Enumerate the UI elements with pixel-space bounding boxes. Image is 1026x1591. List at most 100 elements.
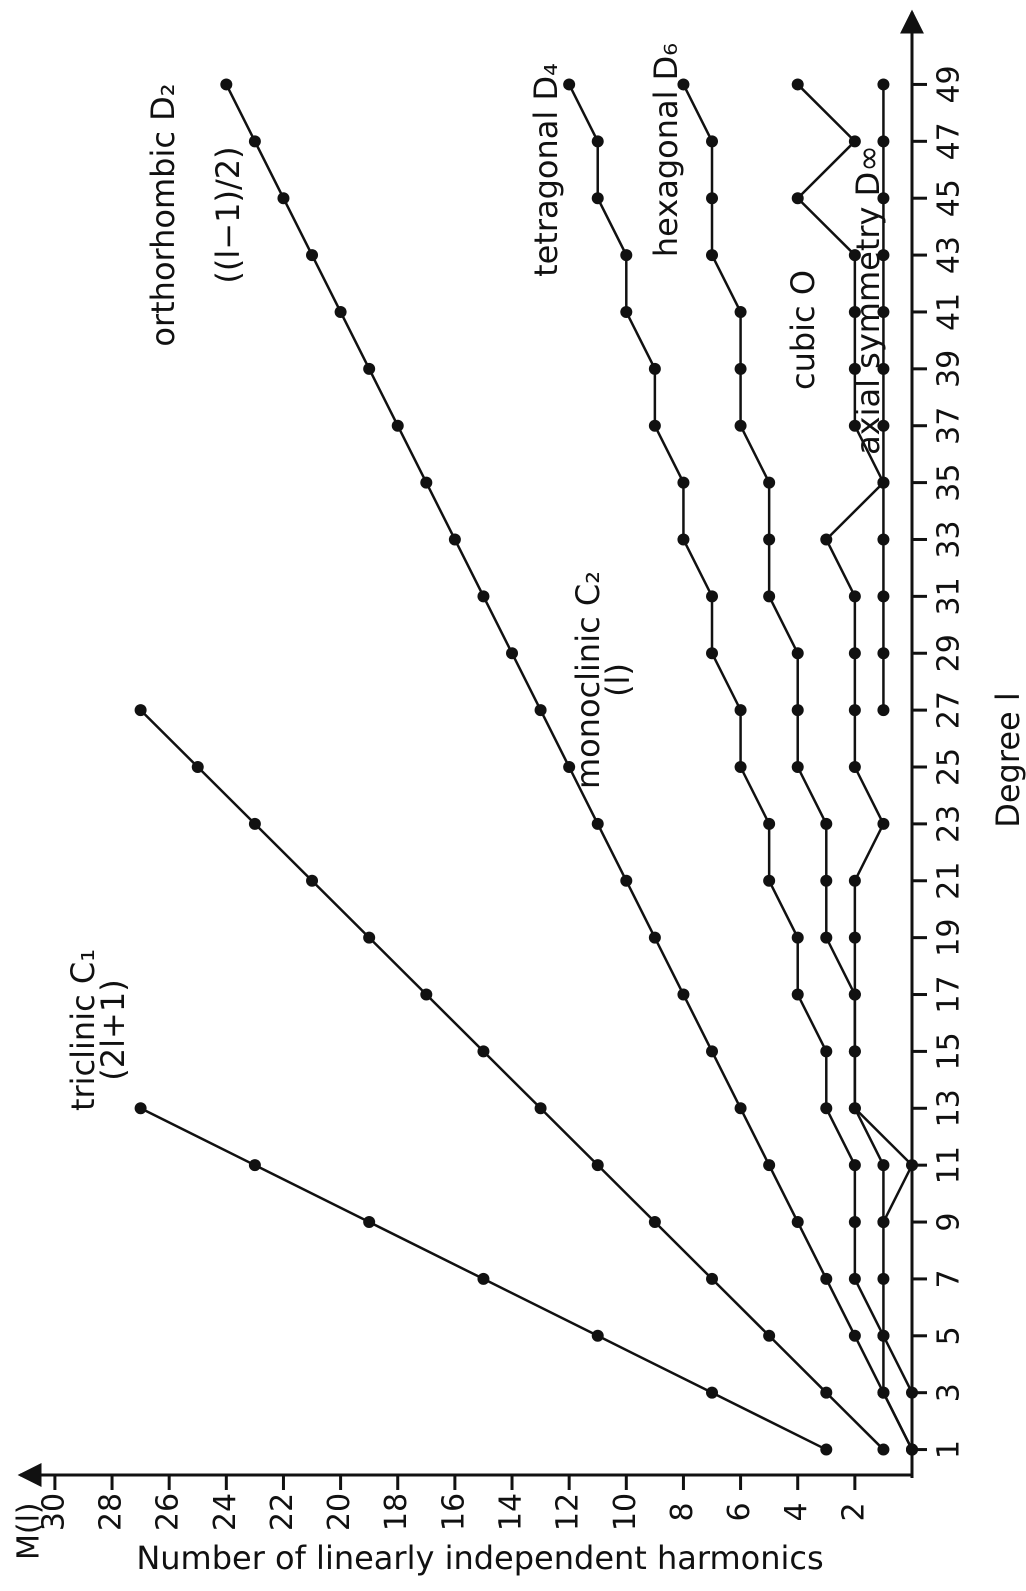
data-point	[877, 135, 890, 148]
data-point	[391, 419, 404, 432]
data-point	[791, 647, 804, 660]
x-tick-label: 45	[932, 179, 967, 217]
data-point	[848, 874, 861, 887]
data-point	[734, 704, 747, 717]
data-point	[706, 1386, 719, 1399]
series-label: hexagonal D₆	[647, 43, 685, 257]
data-point	[477, 1272, 490, 1285]
data-point	[848, 1045, 861, 1058]
x-tick-label: 49	[932, 65, 967, 103]
data-point	[848, 362, 861, 375]
data-point	[877, 476, 890, 489]
data-point	[248, 817, 261, 830]
data-point	[534, 1102, 547, 1115]
series-label: axial symmetry D∞	[849, 145, 887, 455]
data-point	[820, 1045, 833, 1058]
data-point	[877, 1443, 890, 1456]
series-label: orthorhombic D₂	[144, 83, 182, 346]
data-point	[706, 647, 719, 660]
data-point	[306, 249, 319, 262]
data-point	[820, 1102, 833, 1115]
data-point	[820, 931, 833, 944]
data-point	[848, 931, 861, 944]
series-label: cubic O	[784, 270, 822, 390]
data-point	[791, 192, 804, 205]
data-point	[334, 305, 347, 318]
data-point	[763, 1329, 776, 1342]
data-point	[848, 1216, 861, 1229]
data-point	[734, 1102, 747, 1115]
data-point	[706, 135, 719, 148]
data-point	[877, 249, 890, 262]
data-point	[820, 1386, 833, 1399]
data-point	[763, 1159, 776, 1172]
data-point	[877, 590, 890, 603]
data-point	[848, 590, 861, 603]
data-point	[848, 419, 861, 432]
x-tick-label: 21	[932, 862, 967, 900]
x-tick-label: 13	[932, 1089, 967, 1127]
data-point	[706, 192, 719, 205]
data-point	[734, 362, 747, 375]
data-point	[877, 419, 890, 432]
data-point	[763, 476, 776, 489]
data-point	[791, 704, 804, 717]
y-tick-label: 28	[94, 1493, 129, 1531]
x-tick-label: 47	[932, 122, 967, 160]
series-label: monoclinic C₂	[569, 571, 607, 789]
x-tick-label: 29	[932, 634, 967, 672]
data-point	[877, 1272, 890, 1285]
data-point	[791, 761, 804, 773]
series-label: tetragonal D₄	[527, 63, 565, 277]
data-point	[848, 647, 861, 660]
series-formula: ((l−1)/2)	[209, 146, 247, 283]
y-tick-label: 10	[608, 1493, 643, 1531]
y-tick-label: 12	[551, 1493, 586, 1531]
data-point	[791, 988, 804, 1001]
data-point	[848, 135, 861, 148]
y-axis-symbol: M(l)	[12, 1502, 47, 1560]
data-point	[363, 1216, 376, 1229]
data-point	[877, 704, 890, 717]
data-point	[848, 1159, 861, 1172]
data-point	[677, 533, 690, 546]
data-point	[620, 249, 633, 262]
data-point	[820, 874, 833, 887]
y-tick-label: 8	[665, 1502, 700, 1521]
x-tick-label: 31	[932, 577, 967, 615]
data-point	[620, 874, 633, 887]
y-tick-label: 26	[151, 1493, 186, 1531]
x-tick-label: 3	[932, 1383, 967, 1402]
data-point	[877, 647, 890, 660]
data-point	[848, 704, 861, 717]
y-tick-label: 24	[208, 1493, 243, 1531]
data-point	[563, 78, 576, 91]
series-formula: (l)	[599, 663, 637, 697]
data-point	[477, 1045, 490, 1058]
x-tick-label: 37	[932, 407, 967, 445]
y-tick-label: 2	[836, 1502, 871, 1521]
data-point	[706, 1045, 719, 1058]
data-point	[734, 305, 747, 318]
data-point	[763, 874, 776, 887]
data-point	[848, 1272, 861, 1285]
y-tick-label: 14	[494, 1493, 529, 1531]
x-tick-label: 43	[932, 236, 967, 274]
x-tick-label: 9	[932, 1212, 967, 1231]
data-point	[791, 78, 804, 91]
data-point	[591, 1329, 604, 1342]
y-tick-label: 20	[322, 1493, 357, 1531]
data-point	[791, 931, 804, 944]
x-tick-label: 39	[932, 350, 967, 388]
x-tick-label: 41	[932, 293, 967, 331]
data-point	[448, 533, 461, 546]
x-tick-label: 35	[932, 464, 967, 502]
data-point	[420, 476, 433, 489]
data-point	[820, 533, 833, 546]
data-point	[877, 817, 890, 830]
data-point	[820, 1443, 833, 1456]
data-point	[877, 362, 890, 375]
data-point	[134, 1102, 147, 1115]
data-point	[820, 1272, 833, 1285]
